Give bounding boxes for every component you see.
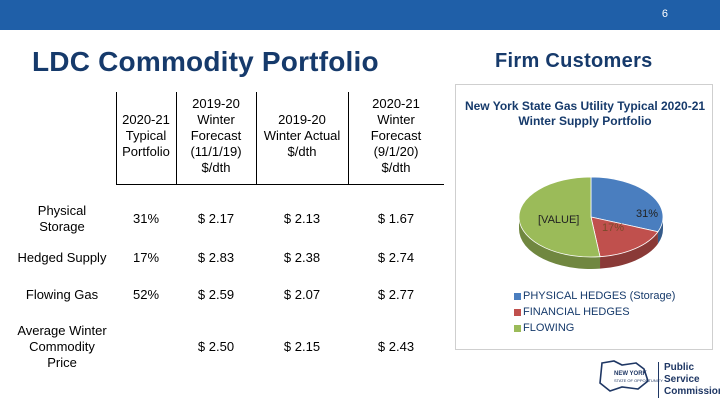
table-cell: 31% (132, 211, 160, 226)
chart-title: New York State Gas Utility Typical 2020-… (464, 99, 706, 128)
column-divider (256, 92, 257, 184)
row-label-line: Average Winter (17, 323, 107, 338)
table-cell: $ 2.43 (377, 339, 415, 354)
column-header-line: Typical (125, 128, 167, 143)
column-header-line: 2020-21 (122, 112, 170, 127)
column-header: 2020-21 Typical Portfolio (116, 112, 176, 160)
column-header-line: Winter Actual (263, 128, 341, 143)
table-cell: $ 2.59 (197, 287, 235, 302)
table-cell: $ 2.13 (283, 211, 321, 226)
pie-chart-panel: New York State Gas Utility Typical 2020-… (455, 84, 713, 350)
table-cell: 17% (132, 250, 160, 265)
column-divider (116, 92, 117, 184)
pie-data-label: [VALUE] (538, 214, 579, 226)
column-header-line: (9/1/20) (373, 144, 419, 159)
column-header-line: Forecast (370, 128, 422, 143)
commission-wordmark: Public Service Commission (658, 362, 720, 398)
column-header-line: 2020-21 (372, 96, 420, 111)
svg-text:NEW YORK: NEW YORK (614, 371, 648, 377)
column-header-line: 2019-20 (192, 96, 240, 111)
legend-item: PHYSICAL HEDGES (Storage) (514, 288, 675, 304)
table-cell: $ 2.50 (197, 339, 235, 354)
legend-swatch (514, 292, 521, 300)
legend-swatch (514, 308, 521, 316)
legend-item: FINANCIAL HEDGES (514, 304, 675, 320)
page-number: 6 (661, 8, 668, 20)
column-header-line: $/dth (287, 144, 317, 159)
column-header: 2019-20 Winter Forecast (11/1/19) $/dth (176, 96, 256, 176)
wordmark-line-2: Commission (664, 386, 720, 397)
nys-logo: NEW YORK STATE OF OPPORTUNITY (599, 360, 663, 392)
table-cell: $ 2.74 (377, 250, 415, 265)
pie-data-label: 31% (636, 208, 658, 220)
pie-slice (590, 176, 664, 233)
column-header: 2020-21 Winter Forecast (9/1/20) $/dth (348, 96, 444, 176)
row-label: Physical Storage (8, 203, 116, 235)
table-cell: $ 2.83 (197, 250, 235, 265)
row-label-line: Commodity (29, 339, 95, 354)
legend-swatch (514, 324, 521, 332)
header-divider (116, 184, 444, 185)
table-cell: $ 2.07 (283, 287, 321, 302)
table-cell: $ 2.77 (377, 287, 415, 302)
pie-slice-side (657, 217, 663, 244)
pie-slice (590, 216, 659, 258)
row-label-line: Physical (37, 203, 87, 218)
pie-slice-side (519, 217, 601, 269)
row-label-line: Price (47, 355, 77, 370)
table-cell: 52% (132, 287, 160, 302)
table-cell: $ 2.38 (283, 250, 321, 265)
column-header-line: Winter (377, 112, 415, 127)
row-label-line: Flowing Gas (25, 287, 99, 302)
legend-label: PHYSICAL HEDGES (Storage) (523, 290, 676, 302)
chart-legend: PHYSICAL HEDGES (Storage) FINANCIAL HEDGE… (514, 288, 675, 336)
pie-slice (518, 176, 601, 258)
pie-data-label: 17% (602, 222, 624, 234)
table-cell: $ 2.15 (283, 339, 321, 354)
svg-text:STATE OF OPPORTUNITY: STATE OF OPPORTUNITY (614, 378, 663, 383)
column-header-line: 2019-20 (278, 112, 326, 127)
column-header-line: $/dth (381, 160, 411, 175)
legend-label: FLOWING (523, 322, 575, 334)
pie-chart: 31% 17% [VALUE] (518, 176, 664, 269)
column-header-line: Forecast (190, 128, 242, 143)
row-label: Flowing Gas (8, 287, 116, 303)
row-label: Hedged Supply (8, 250, 116, 266)
column-divider (348, 92, 349, 184)
wordmark-line-1: Public Service (664, 362, 700, 385)
pie-slice-side (600, 231, 658, 269)
table-cell: $ 2.17 (197, 211, 235, 226)
row-label-line: Storage (39, 219, 85, 234)
column-header-line: (11/1/19) (190, 144, 242, 159)
page-title: LDC Commodity Portfolio (32, 46, 379, 77)
legend-item: FLOWING (514, 320, 675, 336)
column-header-line: Portfolio (122, 144, 170, 159)
top-banner: 6 (0, 0, 720, 30)
column-header-line: $/dth (201, 160, 231, 175)
column-header-line: Winter (197, 112, 235, 127)
legend-label: FINANCIAL HEDGES (523, 306, 630, 318)
column-header: 2019-20 Winter Actual $/dth (256, 112, 348, 160)
row-label: Average Winter Commodity Price (8, 323, 116, 371)
column-divider (176, 92, 177, 184)
row-label-line: Hedged Supply (17, 250, 107, 265)
section-subtitle: Firm Customers (495, 50, 653, 72)
table-cell: $ 1.67 (377, 211, 415, 226)
